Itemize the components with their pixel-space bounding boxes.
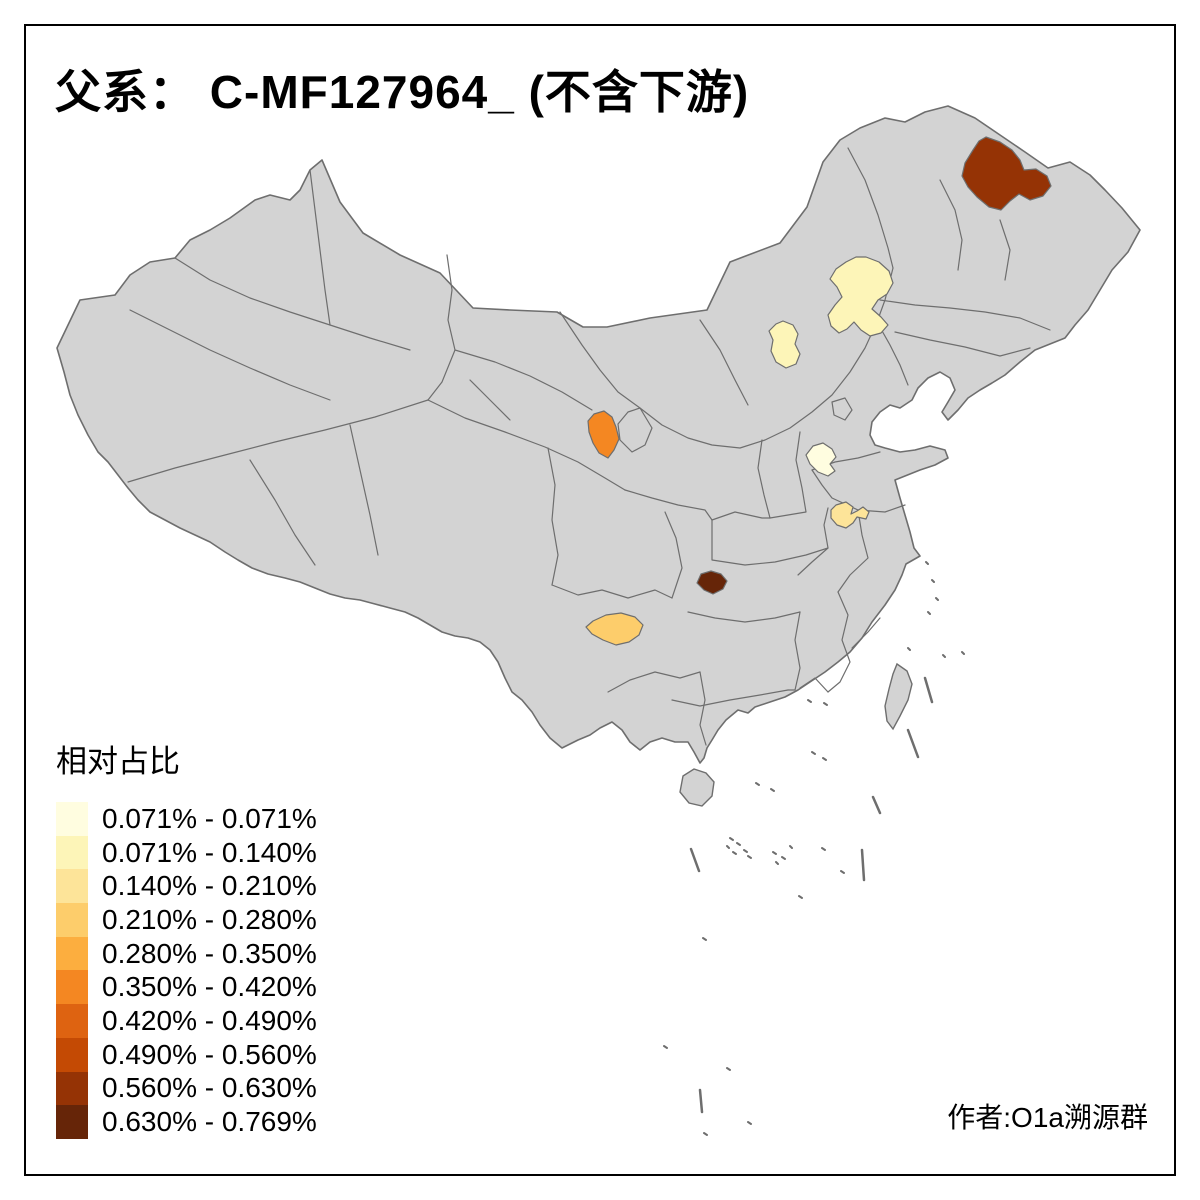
plot-frame [24, 24, 1176, 1176]
legend-label: 0.210% - 0.280% [102, 903, 317, 935]
legend-item: 0.140% - 0.210% [56, 869, 317, 904]
legend-label: 0.630% - 0.769% [102, 1106, 317, 1138]
page-title: 父系： C-MF127964_ (不含下游) [55, 66, 750, 118]
legend-item: 0.560% - 0.630% [56, 1071, 317, 1106]
legend-swatch [56, 1037, 88, 1072]
legend-swatch [56, 936, 88, 971]
legend-swatch [56, 869, 88, 904]
legend-item: 0.490% - 0.560% [56, 1037, 317, 1072]
legend-label: 0.350% - 0.420% [102, 971, 317, 1003]
region-west-jilin [827, 256, 894, 337]
highlighted-regions [585, 136, 1052, 646]
attribution: 作者:O1a溯源群 [947, 1102, 1148, 1133]
legend-items: 0.071% - 0.071% 0.071% - 0.140% 0.140% - 0… [56, 802, 317, 1139]
legend-swatch [56, 1004, 88, 1038]
legend-swatch [56, 802, 88, 836]
taiwan-island [884, 662, 913, 731]
region-north-anhui [830, 501, 870, 529]
legend-item: 0.071% - 0.140% [56, 835, 317, 870]
legend-swatch [56, 1105, 88, 1139]
region-hebei-shandong-henan [805, 442, 837, 477]
legend-item: 0.210% - 0.280% [56, 903, 317, 937]
legend-item: 0.280% - 0.350% [56, 936, 317, 971]
legend-item: 0.630% - 0.769% [56, 1105, 317, 1139]
legend-swatch [56, 903, 88, 937]
region-central-gansu [587, 410, 620, 459]
legend-label: 0.140% - 0.210% [102, 870, 317, 902]
legend-item: 0.420% - 0.490% [56, 1004, 317, 1038]
legend-title: 相对占比 [56, 744, 180, 779]
region-se-inner-mongolia [768, 320, 801, 369]
legend-item: 0.350% - 0.420% [56, 970, 317, 1005]
hainan-island [679, 768, 715, 807]
legend-swatch [56, 1071, 88, 1106]
province-borders [127, 147, 1051, 746]
dash-line-segments [689, 676, 934, 1114]
legend-label: 0.071% - 0.071% [102, 802, 317, 834]
legend-swatch [56, 970, 88, 1005]
region-west-hubei [696, 570, 728, 595]
legend-label: 0.560% - 0.630% [102, 1072, 317, 1104]
legend-item: 0.071% - 0.071% [56, 802, 317, 836]
sea-islets [663, 561, 965, 1136]
legend-label: 0.280% - 0.350% [102, 937, 317, 969]
legend: 相对占比 0.071% - 0.071% 0.071% - 0.140% 0.140… [56, 744, 317, 1139]
legend-label: 0.490% - 0.560% [102, 1038, 317, 1070]
legend-swatch [56, 835, 88, 870]
legend-label: 0.071% - 0.140% [102, 836, 317, 868]
legend-label: 0.420% - 0.490% [102, 1004, 317, 1036]
region-north-guizhou [585, 612, 644, 646]
region-far-northeast [961, 136, 1052, 211]
